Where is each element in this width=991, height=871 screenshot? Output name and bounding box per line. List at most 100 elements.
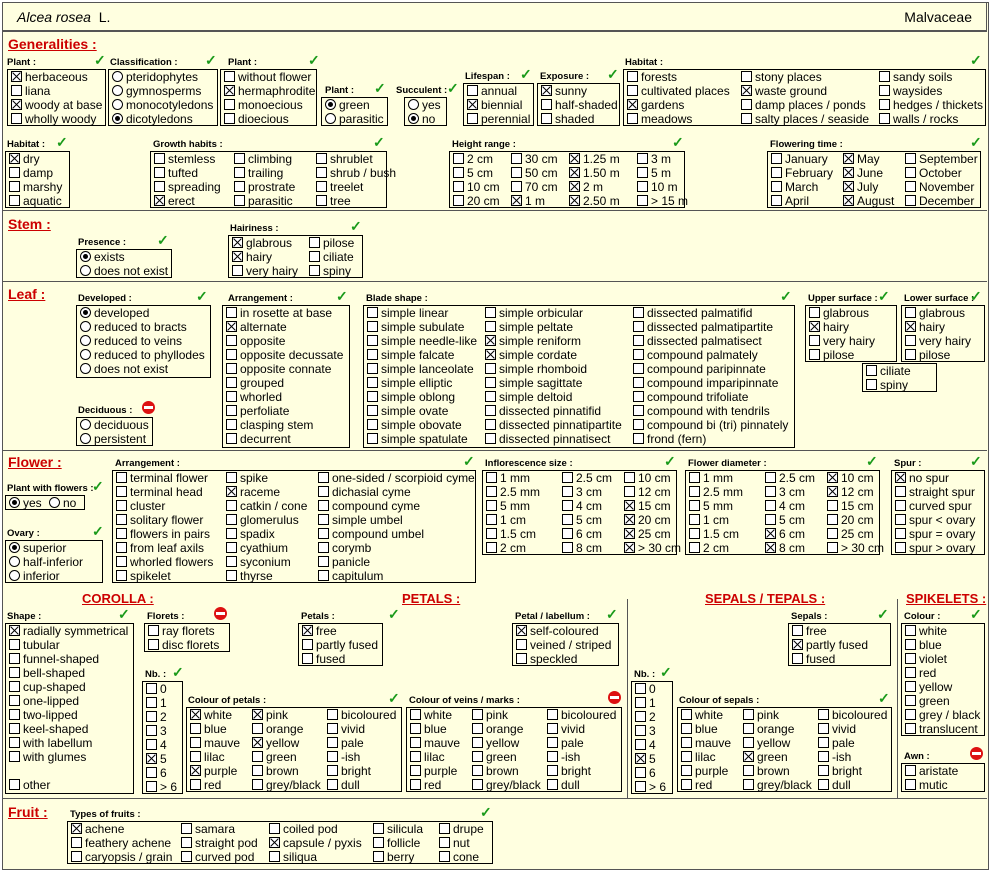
checkbox[interactable] <box>367 349 378 360</box>
option-inflsize[interactable]: 12 cm <box>624 485 671 499</box>
option-fldiam[interactable]: 8 cm <box>765 541 805 555</box>
radio-button[interactable] <box>112 71 123 82</box>
option-arrangement[interactable]: perfoliate <box>226 404 289 418</box>
checkbox[interactable] <box>410 779 421 790</box>
checkbox[interactable] <box>635 767 646 778</box>
option-upper[interactable]: glabrous <box>809 306 869 320</box>
checkbox[interactable] <box>843 153 854 164</box>
option-succ[interactable]: yes <box>408 98 441 112</box>
checkbox[interactable] <box>154 181 165 192</box>
checkbox[interactable] <box>627 99 638 110</box>
checkbox[interactable] <box>318 570 329 581</box>
checkbox[interactable] <box>226 570 237 581</box>
option-height[interactable]: 1.50 m <box>569 166 620 180</box>
checkbox[interactable] <box>467 85 478 96</box>
option-plant1[interactable]: woody at base <box>11 98 102 112</box>
checkbox[interactable] <box>827 472 838 483</box>
checkbox[interactable] <box>485 363 496 374</box>
option-spcol[interactable]: white <box>905 624 947 638</box>
option-colsep[interactable]: purple <box>681 764 728 778</box>
option-colveins[interactable]: dull <box>547 778 580 792</box>
option-flarr[interactable]: raceme <box>226 485 280 499</box>
option-inflsize[interactable]: 5 mm <box>486 499 530 513</box>
checkbox[interactable] <box>486 528 497 539</box>
option-habitat1[interactable]: forests <box>627 70 677 84</box>
option-bladeshape[interactable]: compound trifoliate <box>633 390 748 404</box>
checkbox[interactable] <box>895 542 906 553</box>
option-nbpet[interactable]: 2 <box>146 710 167 724</box>
checkbox[interactable] <box>741 85 752 96</box>
checkbox[interactable] <box>252 737 263 748</box>
option-colveins[interactable]: orange <box>472 722 523 736</box>
option-nbpet[interactable]: 6 <box>146 766 167 780</box>
checkbox[interactable] <box>818 737 829 748</box>
option-spcol[interactable]: blue <box>905 638 942 652</box>
checkbox[interactable] <box>226 307 237 318</box>
option-inflsize[interactable]: 10 cm <box>624 471 671 485</box>
option-height[interactable]: 20 cm <box>453 194 500 208</box>
checkbox[interactable] <box>771 181 782 192</box>
option-florets[interactable]: disc florets <box>148 638 219 652</box>
checkbox[interactable] <box>472 737 483 748</box>
checkbox[interactable] <box>511 181 522 192</box>
option-nbpet[interactable]: 1 <box>146 696 167 710</box>
checkbox[interactable] <box>472 779 483 790</box>
option-lower[interactable]: very hairy <box>905 334 971 348</box>
checkbox[interactable] <box>367 391 378 402</box>
checkbox[interactable] <box>234 167 245 178</box>
checkbox[interactable] <box>569 167 580 178</box>
checkbox[interactable] <box>226 528 237 539</box>
checkbox[interactable] <box>234 153 245 164</box>
option-shape[interactable]: funnel-shaped <box>9 652 99 666</box>
option-colveins[interactable]: -ish <box>547 750 580 764</box>
checkbox[interactable] <box>485 321 496 332</box>
option-fruits[interactable]: samara <box>181 822 235 836</box>
checkbox[interactable] <box>154 195 165 206</box>
option-inflsize[interactable]: 1.5 cm <box>486 527 536 541</box>
checkbox[interactable] <box>843 181 854 192</box>
checkbox[interactable] <box>116 472 127 483</box>
option-nbpet[interactable]: > 6 <box>146 780 177 794</box>
option-fldiam[interactable]: 10 cm <box>827 471 874 485</box>
checkbox[interactable] <box>318 472 329 483</box>
option-plant3[interactable]: parasitic <box>325 112 384 126</box>
option-nbpet[interactable]: 5 <box>146 752 167 766</box>
checkbox[interactable] <box>635 739 646 750</box>
option-growth[interactable]: stemless <box>154 152 215 166</box>
checkbox[interactable] <box>252 709 263 720</box>
option-colsep[interactable]: grey/black <box>743 778 812 792</box>
checkbox[interactable] <box>818 765 829 776</box>
option-fruits[interactable]: coiled pod <box>269 822 338 836</box>
checkbox[interactable] <box>689 514 700 525</box>
option-deciduous[interactable]: persistent <box>80 432 146 446</box>
option-nbpet[interactable]: 3 <box>146 724 167 738</box>
option-height[interactable]: 70 cm <box>511 180 558 194</box>
checkbox[interactable] <box>681 709 692 720</box>
option-shape[interactable]: bell-shaped <box>9 666 85 680</box>
checkbox[interactable] <box>743 765 754 776</box>
radio-button[interactable] <box>408 113 419 124</box>
option-fruits[interactable]: feathery achene <box>71 836 171 850</box>
checkbox[interactable] <box>635 725 646 736</box>
checkbox[interactable] <box>771 153 782 164</box>
option-flarr[interactable]: simple umbel <box>318 513 403 527</box>
option-colveins[interactable]: bright <box>547 764 591 778</box>
option-exposure[interactable]: half-shaded <box>541 98 618 112</box>
option-colsep[interactable]: green <box>743 750 788 764</box>
option-colpet[interactable]: -ish <box>327 750 360 764</box>
option-flarr[interactable]: whorled flowers <box>116 555 213 569</box>
option-fruits[interactable]: straight pod <box>181 836 258 850</box>
option-fldiam[interactable]: 12 cm <box>827 485 874 499</box>
checkbox[interactable] <box>827 514 838 525</box>
checkbox[interactable] <box>226 500 237 511</box>
option-presence[interactable]: exists <box>80 250 125 264</box>
option-arrangement[interactable]: alternate <box>226 320 287 334</box>
checkbox[interactable] <box>9 153 20 164</box>
option-habitat1[interactable]: gardens <box>627 98 684 112</box>
option-inflsize[interactable]: 25 cm <box>624 527 671 541</box>
option-flarr[interactable]: cluster <box>116 499 165 513</box>
checkbox[interactable] <box>472 765 483 776</box>
option-shape[interactable]: one-lipped <box>9 694 79 708</box>
checkbox[interactable] <box>905 349 916 360</box>
option-flarr[interactable]: spike <box>226 471 268 485</box>
